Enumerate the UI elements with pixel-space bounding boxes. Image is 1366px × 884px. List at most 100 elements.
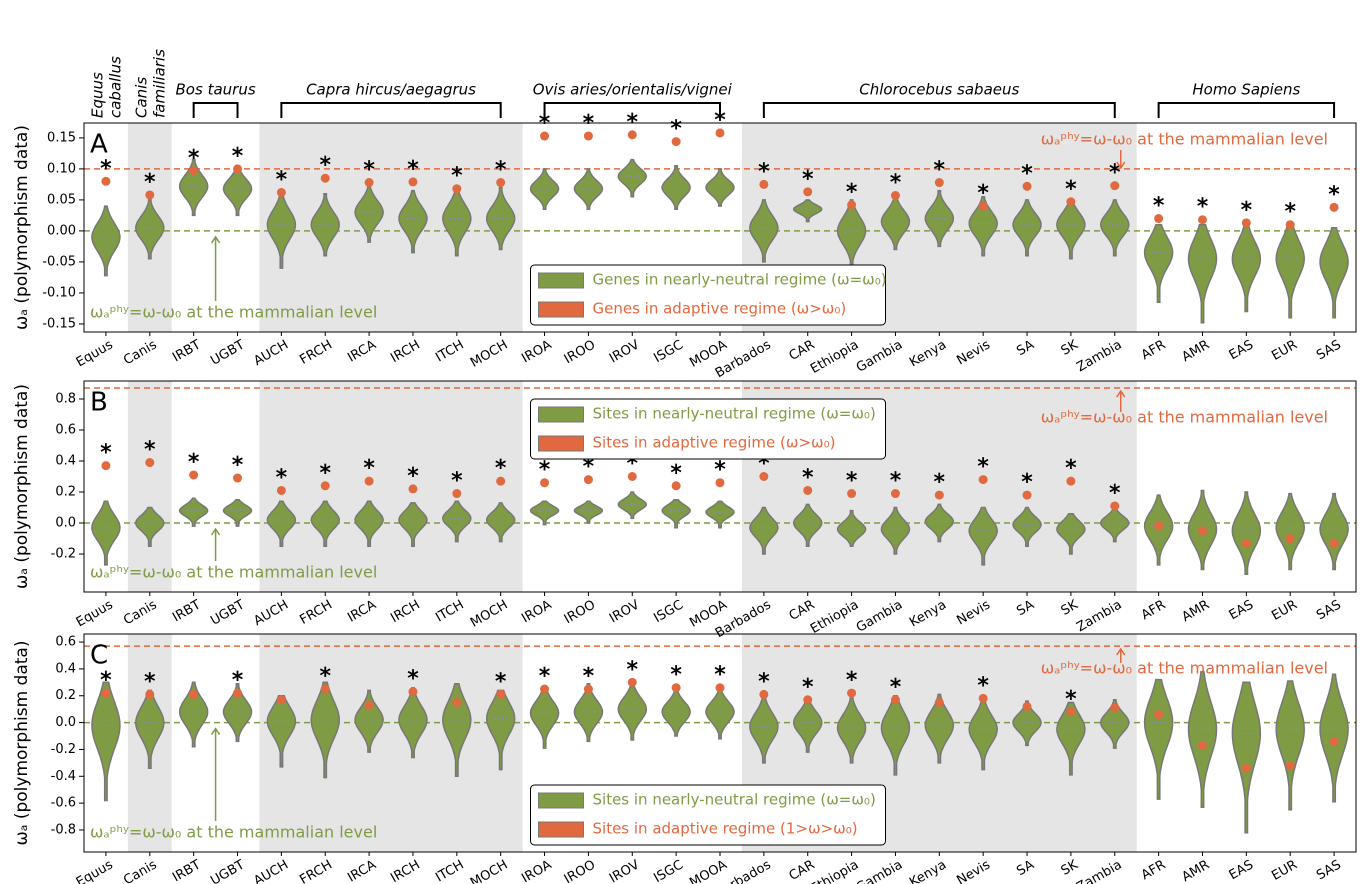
violin xyxy=(485,689,516,771)
species-name: Bos taurus xyxy=(176,81,256,99)
x-tick-label: Canis xyxy=(121,857,160,884)
panel-letter: A xyxy=(90,130,108,160)
x-tick-label: Equus xyxy=(74,597,116,630)
x-tick-label: IROO xyxy=(562,338,598,368)
legend-label: Sites in nearly-neutral regime (ω=ω₀) xyxy=(593,405,876,423)
x-tick-label: AUCH xyxy=(251,338,291,370)
violin xyxy=(442,500,472,543)
significance-star: * xyxy=(802,675,814,700)
x-tick-label: EUR xyxy=(1269,858,1300,884)
adaptive-dot xyxy=(496,476,506,486)
legend-box xyxy=(530,264,886,326)
y-tick-label: 0.8 xyxy=(55,391,76,406)
significance-star: * xyxy=(802,465,814,490)
x-tick-label: FRCH xyxy=(297,858,335,884)
violin xyxy=(178,681,209,748)
adaptive-dot xyxy=(583,131,593,141)
y-tick-label: 0.6 xyxy=(55,422,76,437)
violin xyxy=(485,502,516,543)
violin xyxy=(222,682,253,743)
significance-star: * xyxy=(758,669,770,694)
group-shading xyxy=(127,381,172,592)
violin xyxy=(880,506,911,555)
violin xyxy=(485,186,516,251)
x-tick-label: AFR xyxy=(1139,338,1169,364)
adaptive-dot xyxy=(759,689,769,699)
x-tick-label: Gambia xyxy=(854,338,905,376)
violin xyxy=(749,506,779,555)
significance-star: * xyxy=(232,144,244,169)
adaptive-dot xyxy=(759,472,769,482)
x-tick-label: IROA xyxy=(519,337,554,366)
violin xyxy=(1231,681,1262,834)
significance-star: * xyxy=(451,469,463,494)
adaptive-dot xyxy=(189,166,199,176)
x-tick-label: EUR xyxy=(1269,338,1300,364)
x-tick-label: UGBT xyxy=(208,597,247,628)
y-tick-label: 0.4 xyxy=(55,453,76,468)
significance-star: * xyxy=(495,669,507,694)
adaptive-dot xyxy=(978,475,988,485)
violin xyxy=(1275,492,1305,571)
x-tick-label: Nevis xyxy=(954,597,993,628)
y-tick-label: -0.4 xyxy=(51,769,76,784)
x-tick-label: Equus xyxy=(74,337,116,370)
adaptive-dot xyxy=(1329,538,1339,548)
significance-star: * xyxy=(670,461,682,486)
significance-star: * xyxy=(670,663,682,688)
x-tick-label: SAS xyxy=(1314,598,1344,624)
adaptive-dot xyxy=(101,461,111,471)
adaptive-dot xyxy=(1110,181,1120,191)
x-tick-label: FRCH xyxy=(297,338,335,368)
significance-star: * xyxy=(1153,194,1165,219)
legend-label: Sites in adaptive regime (1>ω>ω₀) xyxy=(593,820,858,838)
violin xyxy=(573,168,604,210)
x-tick-label: UGBT xyxy=(208,857,247,884)
x-tick-label: AUCH xyxy=(251,858,291,884)
x-tick-label: SK xyxy=(1059,857,1081,879)
significance-star: * xyxy=(1284,200,1296,225)
significance-star: * xyxy=(583,111,595,136)
y-axis-label: ωₐ (polymorphism data) xyxy=(12,384,32,589)
x-tick-label: IROV xyxy=(607,597,642,626)
legend-swatch xyxy=(538,272,584,289)
species-bracket xyxy=(192,102,239,118)
group-shading xyxy=(259,123,523,332)
arrow-head xyxy=(1116,647,1126,656)
x-tick-label: IRCA xyxy=(345,597,379,625)
x-tick-label: Zambia xyxy=(1074,338,1124,376)
significance-star: * xyxy=(144,170,156,195)
adaptive-dot xyxy=(276,695,286,705)
adaptive-dot xyxy=(320,173,330,183)
adaptive-dot xyxy=(715,478,725,488)
species-name: caballus xyxy=(106,56,124,118)
adaptive-dot xyxy=(1110,501,1120,511)
panel-letter: B xyxy=(90,388,108,418)
x-tick-label: SAS xyxy=(1314,858,1344,884)
significance-star: * xyxy=(1065,177,1077,202)
adaptive-dot xyxy=(233,164,243,174)
x-tick-label: Canis xyxy=(121,337,160,368)
significance-star: * xyxy=(539,111,551,136)
adaptive-dot xyxy=(364,700,374,710)
violin xyxy=(661,499,691,529)
adaptive-dot xyxy=(803,187,813,197)
adaptive-dot xyxy=(452,184,462,194)
adaptive-dot xyxy=(934,178,944,188)
x-tick-label: Ethiopia xyxy=(808,338,861,377)
x-tick-label: IRCH xyxy=(388,338,422,367)
adaptive-dot xyxy=(101,688,111,698)
significance-star: * xyxy=(890,171,902,196)
significance-star: * xyxy=(1328,182,1340,207)
significance-star: * xyxy=(363,158,375,183)
adaptive-dot xyxy=(364,476,374,486)
x-tick-label: EAS xyxy=(1227,338,1256,364)
y-tick-label: -0.10 xyxy=(42,285,76,300)
species-bracket xyxy=(1157,102,1336,118)
x-tick-label: CAR xyxy=(787,858,818,884)
adaptive-dot xyxy=(715,683,725,693)
adaptive-dot xyxy=(145,190,155,200)
significance-star: * xyxy=(977,181,989,206)
adaptive-dot xyxy=(583,684,593,694)
